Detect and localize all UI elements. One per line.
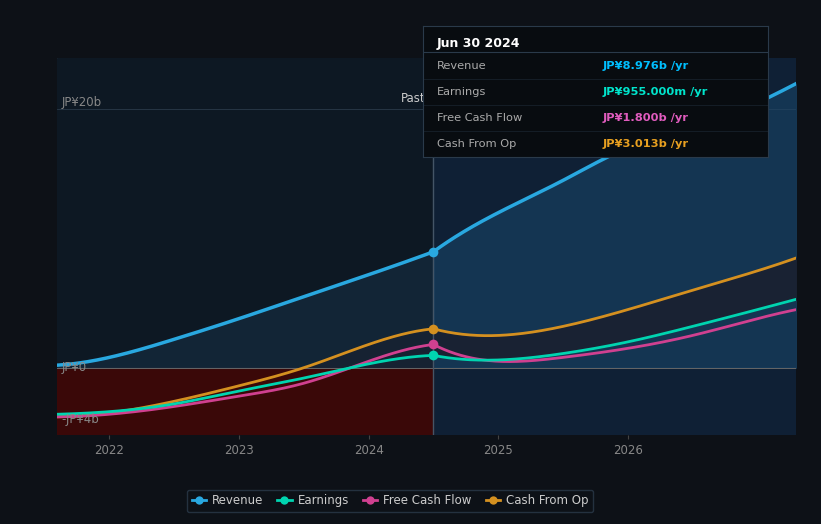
Text: Free Cash Flow: Free Cash Flow [437,113,522,123]
Text: JP¥955.000m /yr: JP¥955.000m /yr [602,86,708,97]
Text: -JP¥4b: -JP¥4b [62,413,99,426]
Text: Cash From Op: Cash From Op [437,139,516,149]
Bar [433,58,796,435]
Text: Analysts Forecasts: Analysts Forecasts [444,92,553,105]
Text: Earnings: Earnings [437,86,486,97]
Text: JP¥3.013b /yr: JP¥3.013b /yr [602,139,688,149]
Bar [57,58,433,435]
Text: Past: Past [401,92,425,105]
Text: JP¥1.800b /yr: JP¥1.800b /yr [602,113,688,123]
Text: JP¥8.976b /yr: JP¥8.976b /yr [602,60,688,71]
Text: JP¥20b: JP¥20b [62,96,102,110]
Text: JP¥0: JP¥0 [62,361,86,374]
Text: Jun 30 2024: Jun 30 2024 [437,37,521,50]
Bar [57,368,433,435]
Text: Revenue: Revenue [437,60,486,71]
Legend: Revenue, Earnings, Free Cash Flow, Cash From Op: Revenue, Earnings, Free Cash Flow, Cash … [187,489,593,512]
